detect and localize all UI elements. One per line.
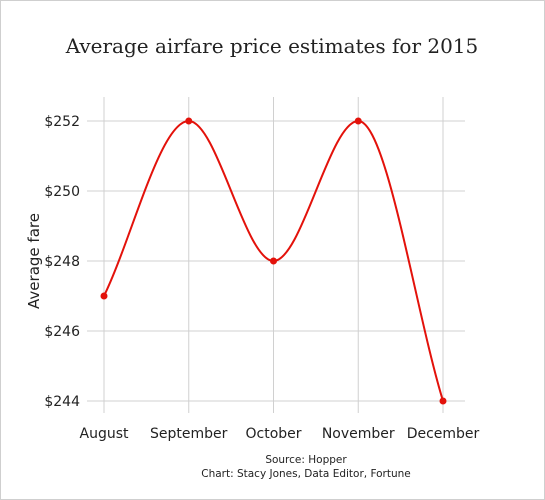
x-tick-label: October <box>245 426 301 442</box>
y-tick-label: $250 <box>44 184 80 200</box>
chart-credit: Chart: Stacy Jones, Data Editor, Fortune <box>201 468 411 480</box>
x-tick-label: September <box>150 426 228 442</box>
data-point <box>354 117 362 125</box>
data-point <box>439 397 447 405</box>
x-tick-label: August <box>80 426 130 442</box>
y-tick-label: $244 <box>44 394 80 410</box>
y-tick-label: $252 <box>44 114 80 130</box>
chart-source: Source: Hopper <box>265 454 347 466</box>
data-point <box>100 292 108 300</box>
y-tick-label: $248 <box>44 254 80 270</box>
y-tick-label: $246 <box>44 324 80 340</box>
data-point <box>185 117 193 125</box>
y-axis-title: Average fare <box>25 213 43 309</box>
grid <box>87 97 465 413</box>
chart-title: Average airfare price estimates for 2015 <box>65 34 479 58</box>
y-tick-labels: $244 $246 $248 $250 $252 <box>44 114 80 410</box>
x-tick-labels: August September October November December <box>80 426 480 442</box>
series-layer <box>100 117 447 405</box>
x-tick-label: December <box>407 426 480 442</box>
x-tick-label: November <box>322 426 395 442</box>
data-point <box>270 257 277 265</box>
